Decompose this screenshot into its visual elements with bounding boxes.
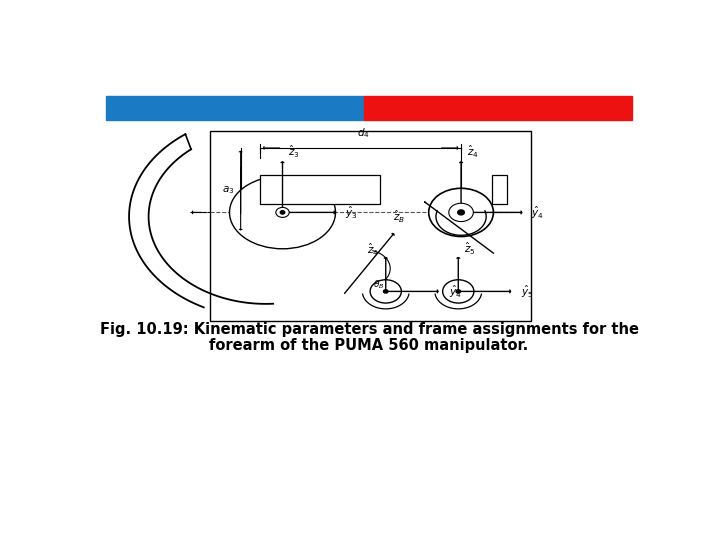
Text: $d_4$: $d_4$ bbox=[357, 127, 370, 140]
Text: $\hat{z}_4$: $\hat{z}_4$ bbox=[467, 144, 478, 160]
Text: $a_3$: $a_3$ bbox=[222, 185, 234, 197]
Circle shape bbox=[370, 280, 401, 303]
Circle shape bbox=[443, 280, 474, 303]
Text: forearm of the PUMA 560 manipulator.: forearm of the PUMA 560 manipulator. bbox=[210, 338, 528, 353]
Text: $\hat{y}_4$: $\hat{y}_4$ bbox=[531, 204, 544, 220]
Ellipse shape bbox=[230, 176, 336, 249]
Text: $\theta_B$: $\theta_B$ bbox=[374, 279, 385, 292]
Text: $\hat{y}_5$: $\hat{y}_5$ bbox=[521, 284, 534, 300]
Bar bbox=[210, 131, 531, 321]
Text: $\hat{y}_4$: $\hat{y}_4$ bbox=[449, 284, 462, 300]
Text: Fig. 10.19: Kinematic parameters and frame assignments for the: Fig. 10.19: Kinematic parameters and fra… bbox=[99, 322, 639, 337]
Circle shape bbox=[428, 188, 493, 237]
Circle shape bbox=[276, 207, 289, 218]
Text: $\hat{y}_3$: $\hat{y}_3$ bbox=[345, 204, 358, 220]
Circle shape bbox=[456, 290, 461, 293]
Text: $\hat{z}_3$: $\hat{z}_3$ bbox=[288, 144, 300, 160]
Bar bbox=[364, 96, 632, 120]
Text: $\hat{z}_4$: $\hat{z}_4$ bbox=[367, 242, 379, 258]
Bar bbox=[260, 175, 380, 204]
Bar bbox=[106, 96, 364, 120]
Text: $\hat{z}_5$: $\hat{z}_5$ bbox=[464, 241, 475, 257]
Bar bbox=[492, 175, 508, 204]
Circle shape bbox=[449, 203, 473, 221]
Circle shape bbox=[458, 210, 464, 215]
Circle shape bbox=[384, 290, 388, 293]
Text: $\hat{z}_B$: $\hat{z}_B$ bbox=[393, 209, 405, 225]
Circle shape bbox=[280, 211, 284, 214]
